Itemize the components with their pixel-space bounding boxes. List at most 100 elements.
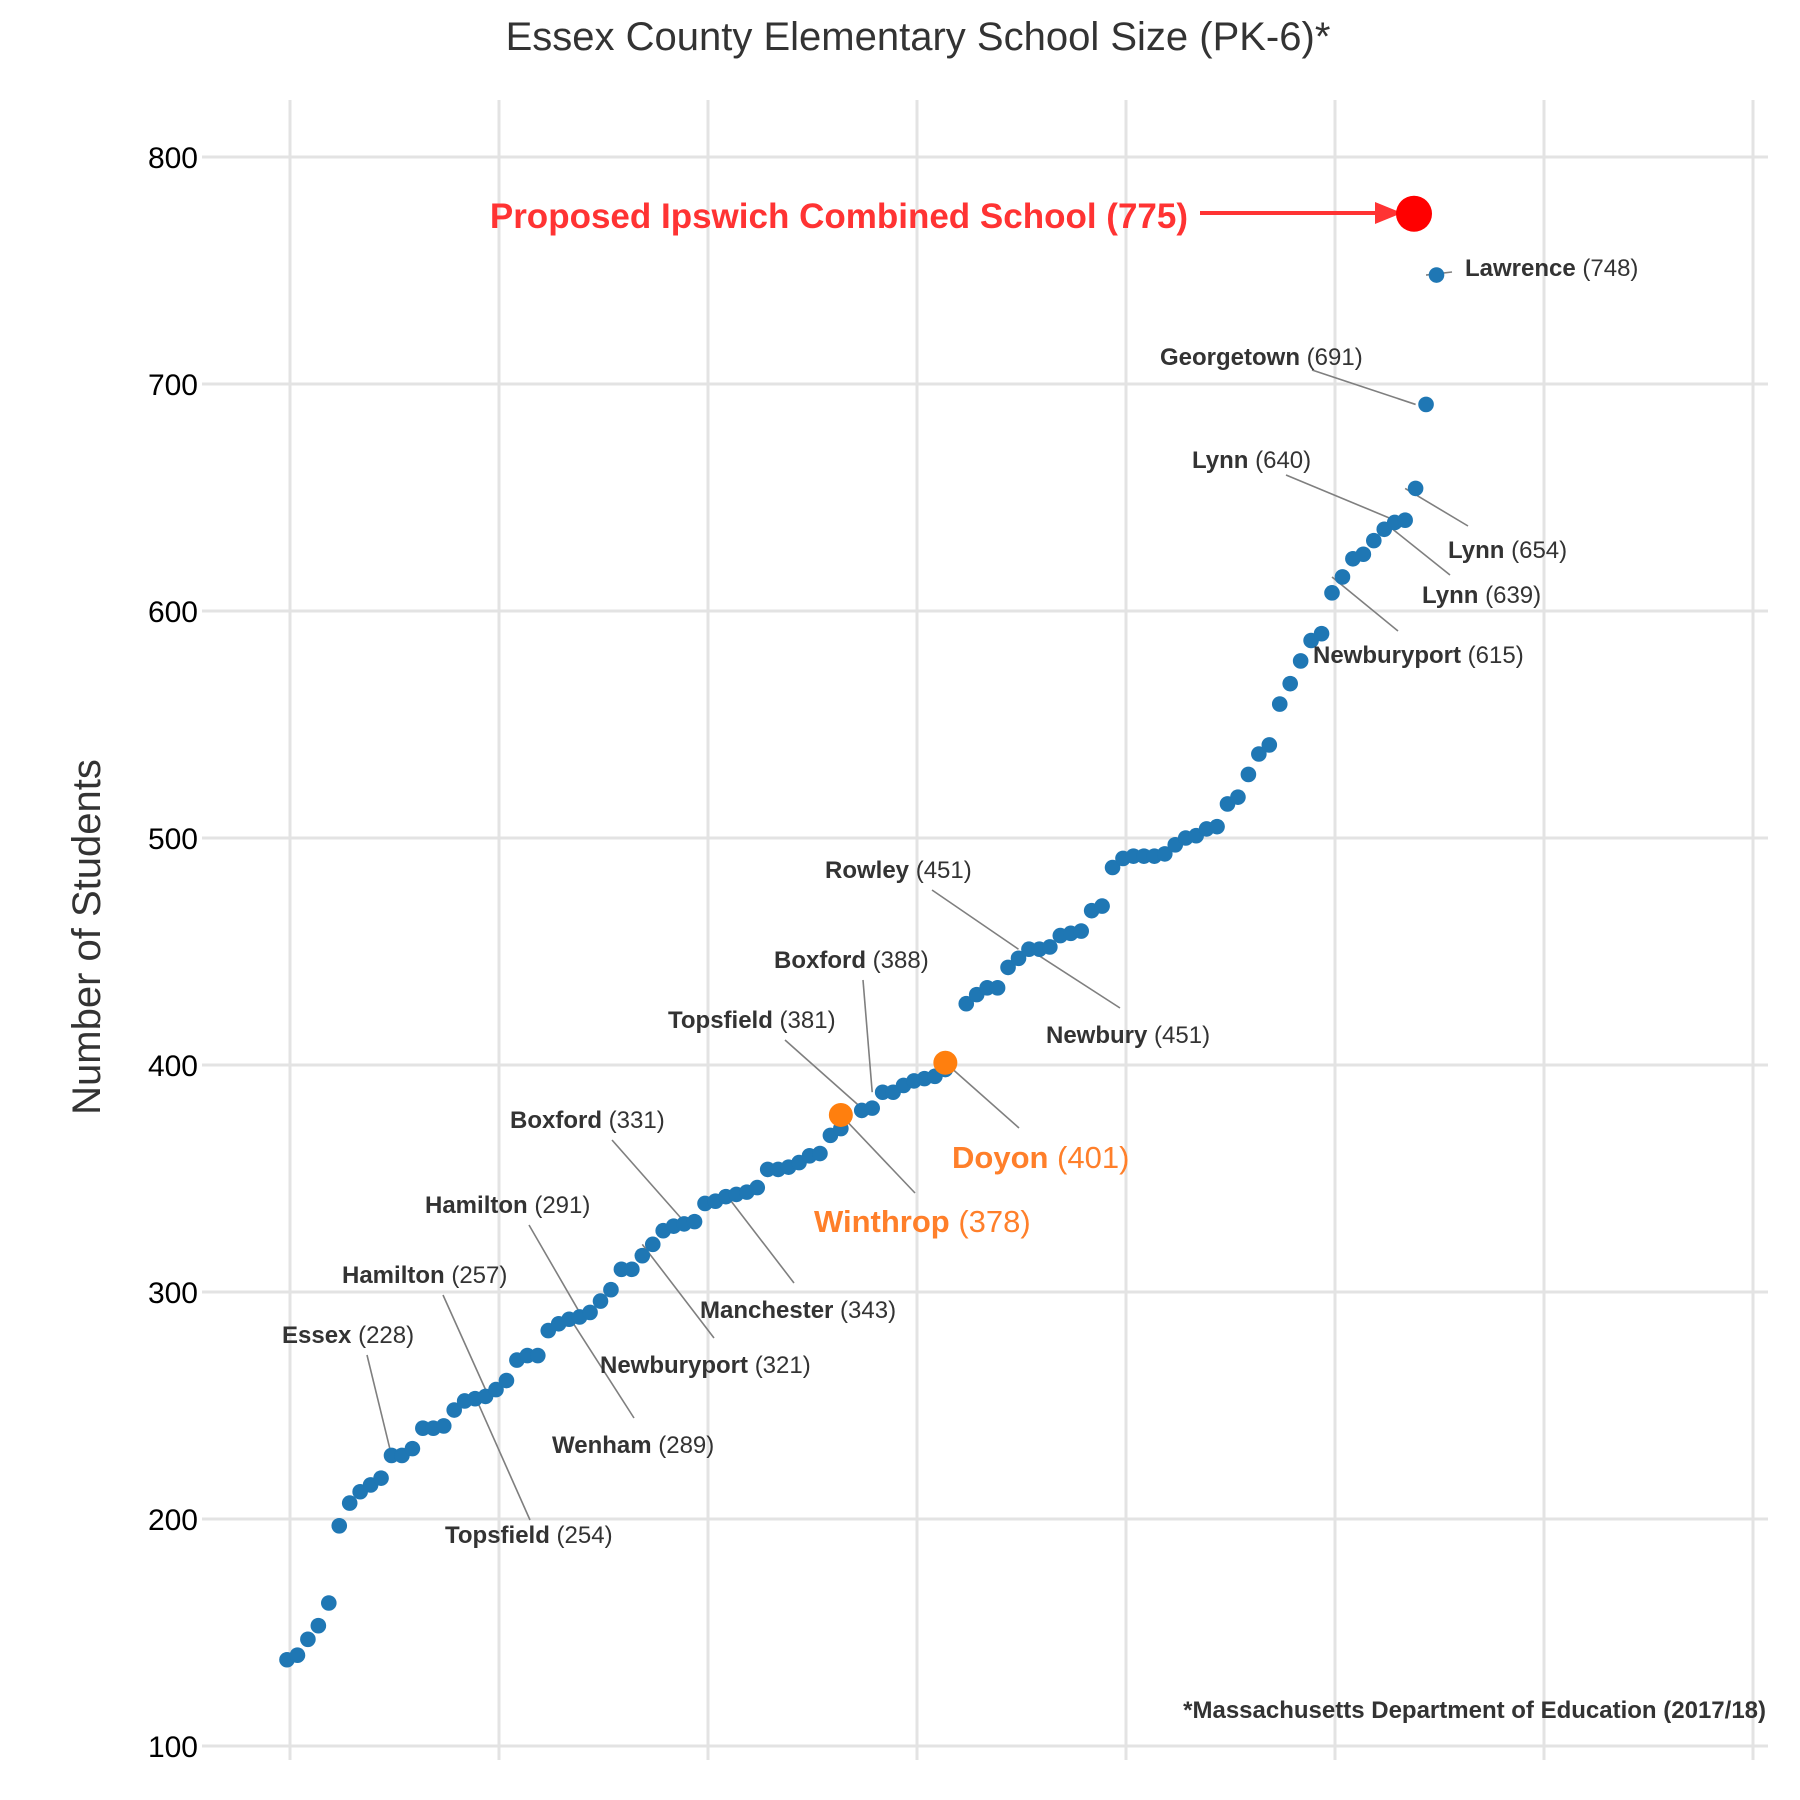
school-point — [1271, 696, 1288, 712]
school-label-name: Manchester — [700, 1297, 833, 1324]
school-point — [310, 1617, 327, 1634]
school-point — [1157, 846, 1173, 862]
data-points — [279, 195, 1445, 1668]
annotation-leader-line — [944, 1062, 1020, 1129]
y-tick-label: 200 — [148, 1504, 198, 1537]
school-label-value: (451) — [1147, 1022, 1210, 1049]
school-label-value: (654) — [1504, 537, 1567, 564]
school-label-hamilton257: Hamilton (257) — [342, 1262, 507, 1289]
school-point — [1397, 512, 1413, 528]
school-label-name: Boxford — [510, 1107, 602, 1134]
school-point — [644, 1236, 661, 1253]
annotation-leader-line — [862, 979, 873, 1093]
annotation-leader-line — [474, 1396, 531, 1521]
school-label-wenham: Wenham (289) — [552, 1432, 714, 1459]
y-tick-label: 100 — [148, 1731, 198, 1764]
school-point — [341, 1495, 358, 1511]
school-label-value: (343) — [833, 1297, 896, 1324]
school-label-name: Newbury — [1046, 1022, 1148, 1049]
school-point — [812, 1145, 828, 1162]
school-point — [1104, 859, 1121, 876]
school-point — [1230, 789, 1246, 805]
school-point — [864, 1100, 880, 1116]
school-label-essex: Essex (228) — [282, 1322, 414, 1349]
annotation-leader-line — [725, 1193, 795, 1284]
y-tick-label: 400 — [148, 1050, 198, 1083]
school-label-name: Doyon — [952, 1140, 1048, 1175]
school-label-name: Lawrence — [1465, 255, 1576, 282]
school-point — [634, 1247, 651, 1264]
school-label-name: Newburyport — [600, 1352, 755, 1379]
school-label-name: Hamilton — [425, 1192, 528, 1219]
school-point — [1073, 923, 1089, 939]
ipswich-school-point — [828, 1102, 853, 1127]
school-label-value: (228) — [351, 1322, 414, 1349]
school-label-value: (289) — [652, 1432, 715, 1459]
school-point — [749, 1179, 766, 1196]
school-label-lynn654: Lynn (654) — [1448, 537, 1567, 564]
school-point — [1334, 569, 1351, 585]
school-label-name: Boxford — [774, 947, 866, 974]
school-point — [1407, 480, 1424, 497]
school-label-name: Winthrop — [814, 1204, 950, 1239]
school-label-hamilton291: Hamilton (291) — [425, 1192, 590, 1219]
school-label-value: (640) — [1248, 447, 1311, 474]
annotation-leader-line — [1311, 369, 1416, 406]
annotation-leader-line — [1383, 521, 1451, 576]
gridlines — [202, 100, 1768, 1760]
chart-title: Essex County Elementary School Size (PK-… — [506, 15, 1331, 59]
school-point — [1240, 766, 1257, 783]
school-label-rowley: Rowley (451) — [825, 857, 972, 884]
school-label-value: (257) — [445, 1262, 508, 1289]
y-tick-label: 300 — [148, 1277, 198, 1310]
school-point — [289, 1647, 306, 1663]
school-label-value: (331) — [602, 1107, 665, 1134]
school-label-newburyport321: Newburyport (321) — [600, 1352, 811, 1379]
school-label-boxford388: Boxford (388) — [774, 947, 929, 974]
school-point — [321, 1595, 337, 1611]
school-point — [404, 1440, 421, 1457]
school-point — [582, 1304, 598, 1321]
proposed-school-point — [1396, 195, 1432, 232]
school-point — [300, 1631, 316, 1648]
school-point — [488, 1381, 504, 1398]
school-label-manchester: Manchester (343) — [700, 1297, 896, 1324]
school-label-georgetown: Georgetown (691) — [1160, 344, 1363, 371]
annotation-leader-line — [442, 1294, 487, 1390]
school-label-newburyport615: Newburyport (615) — [1313, 642, 1524, 669]
school-label-topsfield254: Topsfield (254) — [445, 1522, 613, 1549]
school-point — [686, 1213, 703, 1230]
school-point — [1418, 396, 1434, 413]
school-point — [530, 1347, 546, 1364]
annotation-labels: Essex (228) Hamilton (257) Topsfield (254)… — [282, 197, 1638, 1549]
school-label-value: (691) — [1300, 344, 1363, 371]
school-label-value: (615) — [1461, 642, 1524, 669]
school-label-newbury: Newbury (451) — [1046, 1022, 1210, 1049]
school-point — [603, 1281, 619, 1298]
y-tick-label: 700 — [148, 369, 198, 402]
school-label-value: (401) — [1048, 1140, 1129, 1175]
school-label-lawrence: Lawrence (748) — [1465, 255, 1638, 282]
school-label-value: (378) — [950, 1204, 1031, 1239]
school-point — [1000, 959, 1016, 976]
school-label-name: Topsfield — [668, 1007, 773, 1034]
annotation-leader-line — [1331, 576, 1399, 632]
school-label-value: (254) — [550, 1522, 613, 1549]
school-label-doyon: Doyon (401) — [952, 1140, 1129, 1175]
annotation-leader-line — [1028, 948, 1121, 1009]
school-point — [1251, 746, 1267, 762]
annotation-leader-line — [931, 889, 1019, 950]
school-label-topsfield381: Topsfield (381) — [668, 1007, 836, 1034]
school-label-name: Rowley — [825, 857, 910, 884]
school-point — [1042, 939, 1058, 955]
school-point — [1324, 585, 1340, 601]
ipswich-school-point — [933, 1050, 958, 1075]
school-point — [592, 1293, 609, 1309]
school-label-name: Lynn — [1422, 582, 1478, 609]
school-point — [1366, 532, 1382, 549]
annotation-leader-line — [366, 1354, 393, 1456]
school-point — [1261, 737, 1278, 753]
school-label-value: (388) — [866, 947, 929, 974]
school-label-lynn640: Lynn (640) — [1192, 447, 1311, 474]
